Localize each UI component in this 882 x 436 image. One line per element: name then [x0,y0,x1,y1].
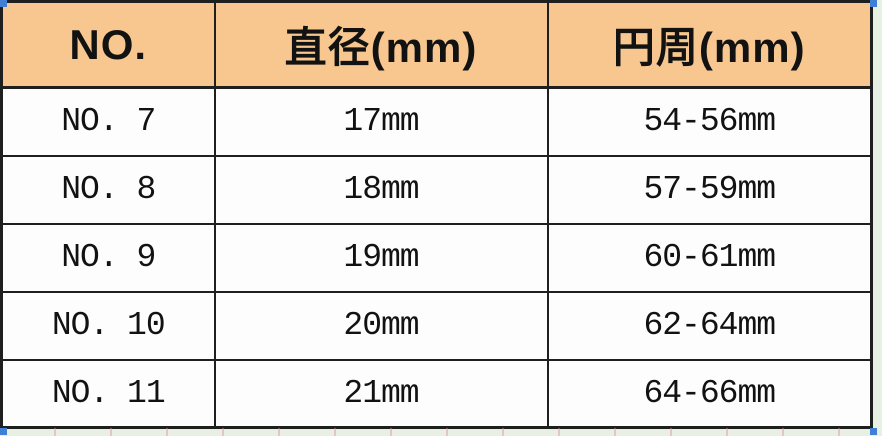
table-row: NO. 8 18mm 57-59mm [0,154,873,225]
cell-circumference: 57-59mm [546,154,873,225]
table-row: NO. 10 20mm 62-64mm [0,290,873,361]
cell-circumference: 54-56mm [546,86,873,157]
cell-circumference: 60-61mm [546,222,873,293]
table-row: NO. 7 17mm 54-56mm [0,86,873,157]
column-header-no: NO. [0,0,216,89]
cell-no: NO. 10 [0,290,216,361]
selection-handle-bottom-right[interactable] [870,428,877,435]
column-header-diameter: 直径(mm) [213,0,549,89]
cell-diameter: 20mm [213,290,549,361]
cell-no: NO. 9 [0,222,216,293]
cell-diameter: 17mm [213,86,549,157]
cell-circumference: 64-66mm [546,358,873,429]
ring-size-table: NO. 直径(mm) 円周(mm) NO. 7 17mm 54-56mm NO.… [0,0,873,429]
cell-diameter: 21mm [213,358,549,429]
header-row: NO. 直径(mm) 円周(mm) [0,0,873,89]
cell-circumference: 62-64mm [546,290,873,361]
selection-handle-top-right[interactable] [870,0,877,7]
column-header-circumference: 円周(mm) [546,0,873,89]
cell-no: NO. 11 [0,358,216,429]
cell-diameter: 18mm [213,154,549,225]
table-row: NO. 11 21mm 64-66mm [0,358,873,429]
cell-no: NO. 8 [0,154,216,225]
cell-no: NO. 7 [0,86,216,157]
table-row: NO. 9 19mm 60-61mm [0,222,873,293]
selection-handle-bottom-left[interactable] [0,428,7,435]
selection-handle-top-left[interactable] [0,0,7,7]
cell-diameter: 19mm [213,222,549,293]
